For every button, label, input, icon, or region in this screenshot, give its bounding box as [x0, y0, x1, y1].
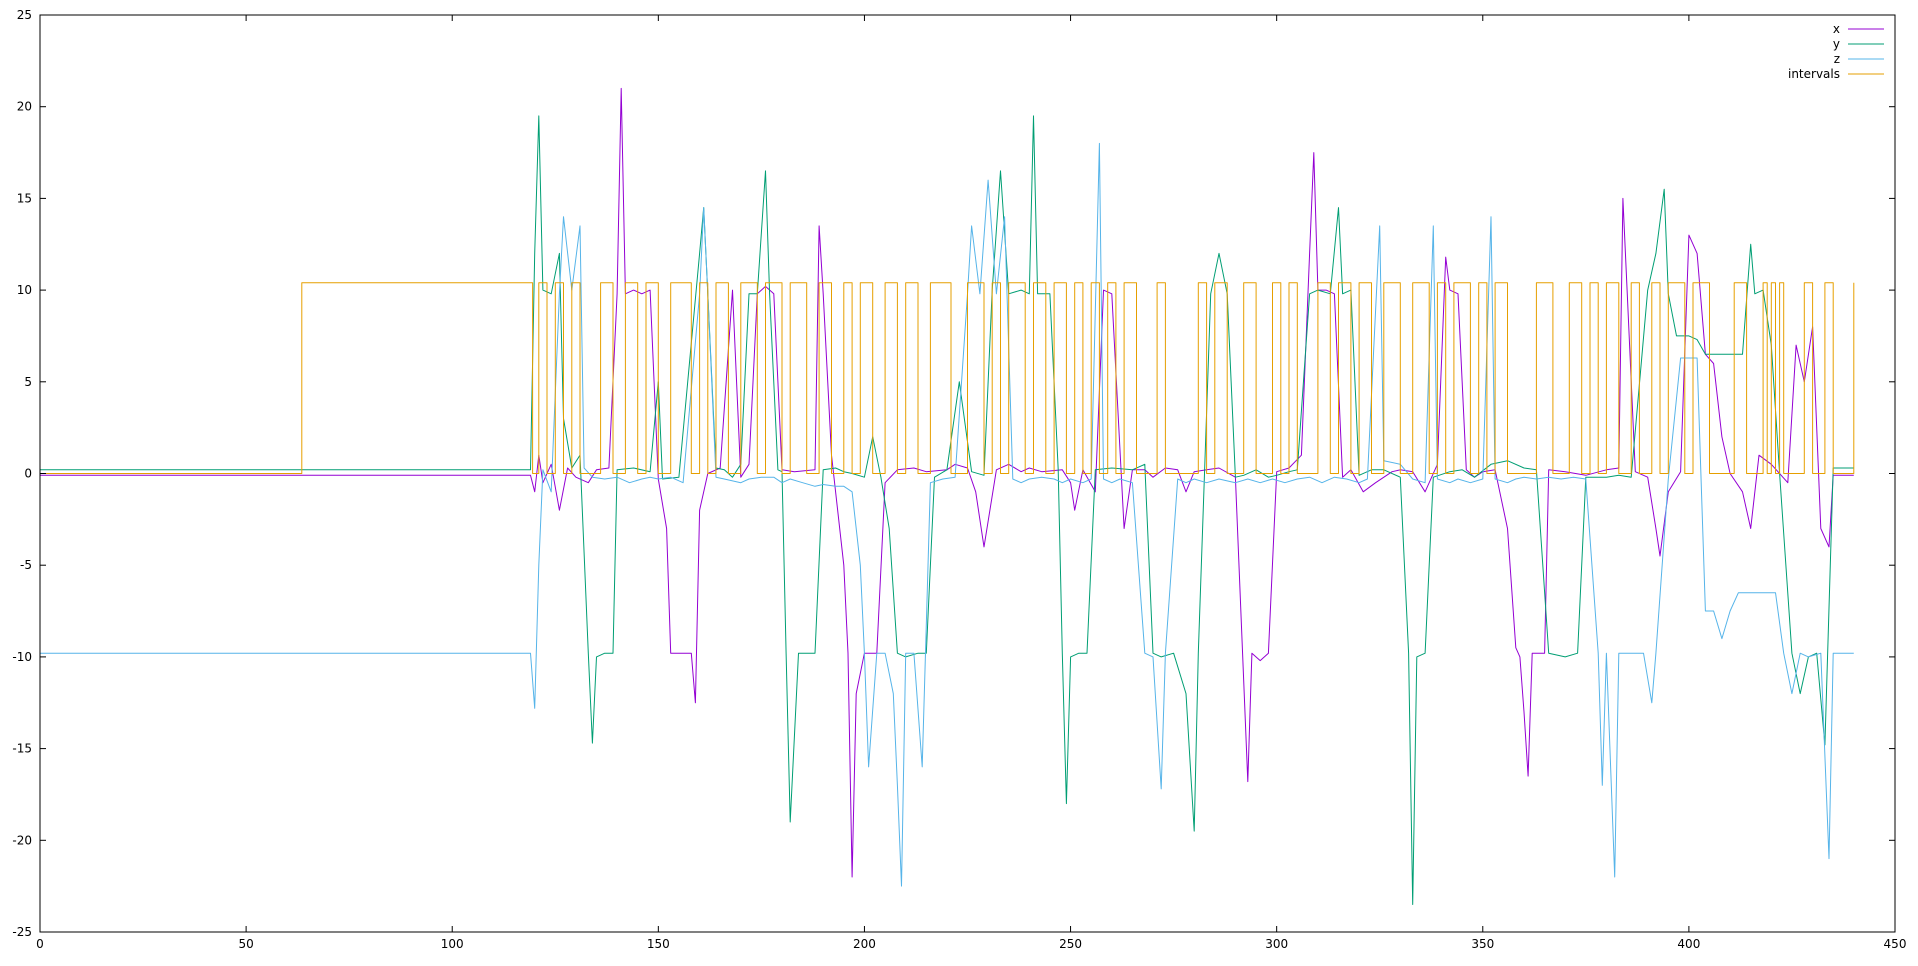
y-tick-label: -25: [12, 925, 32, 939]
series-line-z: [40, 142, 1854, 887]
y-tick-label: -20: [12, 833, 32, 847]
legend-label: y: [1833, 37, 1840, 51]
x-tick-label: 250: [1059, 937, 1082, 951]
x-tick-label: 100: [441, 937, 464, 951]
y-tick-label: -10: [12, 650, 32, 664]
series-line-x: [40, 87, 1854, 878]
y-tick-label: -15: [12, 742, 32, 756]
axes-layer: 0 50 100 150 200 250 300 350 400 4502520151050-5-…: [12, 8, 1906, 951]
x-tick-label: 0: [36, 937, 44, 951]
x-tick-label: 400: [1677, 937, 1700, 951]
series-line-intervals: [40, 282, 1855, 474]
series-layer: [40, 87, 1855, 905]
x-tick-label: 450: [1884, 937, 1907, 951]
x-tick-label: 150: [647, 937, 670, 951]
x-tick-label: 300: [1265, 937, 1288, 951]
y-tick-label: 25: [17, 8, 32, 22]
x-tick-label: 50: [238, 937, 253, 951]
x-tick-label: 350: [1471, 937, 1494, 951]
legend-label: intervals: [1788, 67, 1840, 81]
legend-label: x: [1833, 22, 1840, 36]
y-tick-label: 15: [17, 191, 32, 205]
y-tick-label: -5: [20, 558, 32, 572]
x-tick-label: 200: [853, 937, 876, 951]
y-tick-label: 10: [17, 283, 32, 297]
legend-label: z: [1834, 52, 1840, 66]
y-tick-label: 0: [24, 467, 32, 481]
y-tick-label: 20: [17, 100, 32, 114]
series-line-y: [40, 115, 1854, 905]
y-tick-label: 5: [24, 375, 32, 389]
